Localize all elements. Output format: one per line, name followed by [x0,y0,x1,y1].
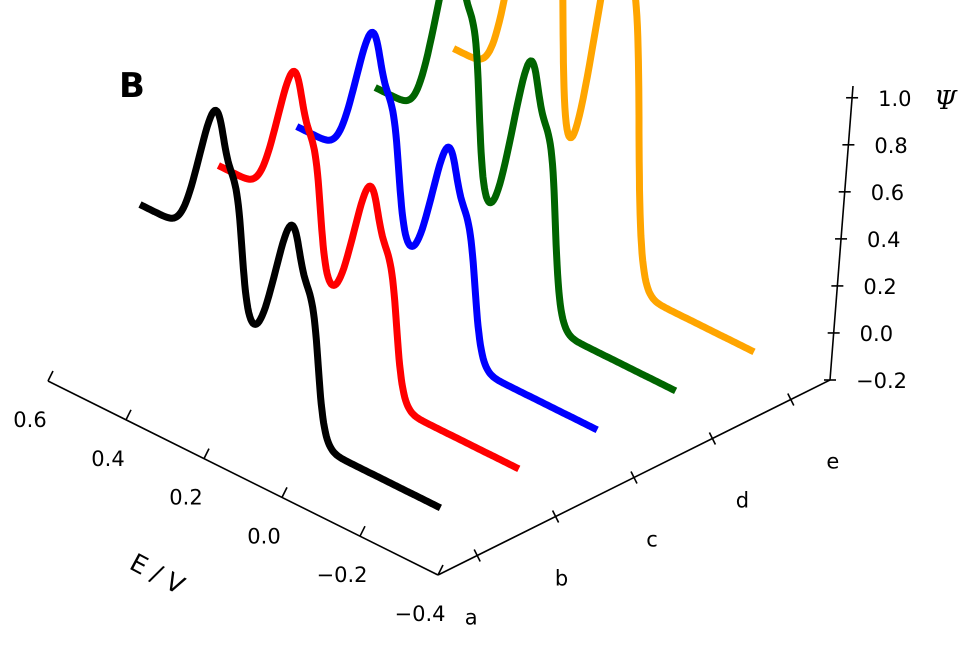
x-tick-label: 0.0 [247,524,280,548]
depth-tick-mark [787,393,795,406]
z-tick-label: 0.2 [863,275,896,299]
depth-tick-label: b [555,567,568,591]
z-tick-label: −0.2 [856,369,907,393]
series-group [137,0,757,512]
x-tick-label: −0.4 [395,602,446,626]
z-tick-label: 0.8 [874,134,907,158]
x-tick-label: 0.4 [91,447,124,471]
series-line-a [137,106,443,512]
x-tick-label: 0.6 [13,408,46,432]
series-line-b [216,67,522,473]
depth-tick-label: c [646,528,658,552]
series-line-c [294,28,600,434]
x-tick-mark [359,525,366,537]
x-tick-label: −0.2 [317,563,368,587]
x-axis-ticks: 0.6 0.4 0.2 0.0 −0.2 −0.4 [13,370,446,626]
depth-tick-mark [551,510,560,523]
x-tick-mark [437,564,444,576]
series-line-e [451,0,757,356]
z-axis-line [829,85,854,381]
depth-tick-mark [630,471,638,484]
depth-tick-label: d [736,489,749,513]
depth-tick-mark [473,549,481,562]
z-tick-label: 0.4 [867,228,900,252]
x-tick-mark [281,487,288,498]
panel-label: B [119,66,145,106]
z-axis-ticks: 1.0 0.8 0.6 0.4 0.2 0.0 −0.2 [824,87,911,393]
x-axis-title: E / V [125,548,189,600]
series-line-d [372,0,678,395]
depth-tick-label: a [465,606,478,630]
z-axis-title: Ψ [934,86,958,116]
x-tick-label: 0.2 [169,486,202,510]
z-tick-label: 0.0 [860,322,893,346]
x-tick-mark [47,370,54,382]
x-tick-mark [125,409,132,421]
depth-axis-ticks: a b c d e [465,393,839,630]
z-tick-label: 1.0 [878,87,911,111]
x-tick-mark [203,448,210,459]
depth-tick-label: e [826,450,839,474]
depth-tick-mark [708,432,717,445]
x-axis-line [47,380,439,576]
z-tick-label: 0.6 [871,181,904,205]
